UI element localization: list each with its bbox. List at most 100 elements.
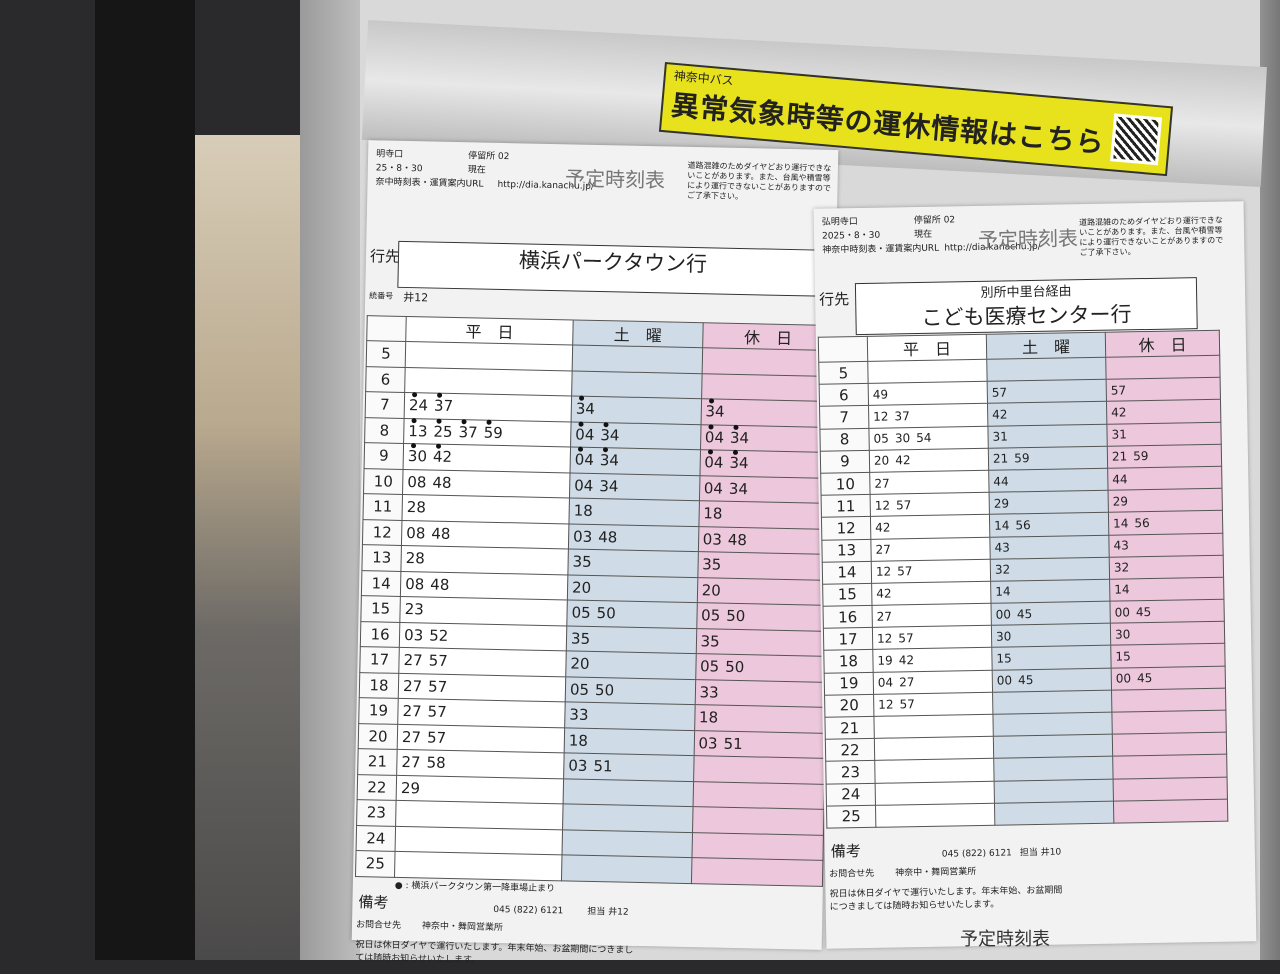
phone: 045 (822) 6121 [941, 848, 1012, 860]
saturday-cell [561, 854, 692, 884]
saturday-header: 土 曜 [572, 319, 703, 348]
holiday-cell [1105, 355, 1221, 380]
holiday-cell: 43 [1108, 532, 1224, 557]
hour-cell: 24 [356, 825, 396, 852]
saturday-cell: 32 [990, 556, 1110, 582]
weekday-cell [867, 359, 988, 384]
departure-minute: 50 [596, 604, 616, 623]
saturday-cell: 03 51 [563, 752, 694, 782]
weekday-cell [875, 802, 995, 828]
office: 神奈中・舞岡営業所 [421, 920, 504, 933]
departure-minute: 30 [995, 629, 1012, 644]
saturday-cell: 03 48 [568, 523, 699, 552]
hour-cell: 10 [820, 472, 871, 496]
holiday-cell: 44 [1107, 466, 1223, 491]
holiday-cell: 14 [1109, 577, 1224, 602]
qr-code-icon[interactable] [1110, 113, 1163, 166]
departure-minute: 25 [433, 422, 453, 441]
departure-minute: 18 [573, 501, 593, 521]
holiday-cell: 04 34 [699, 449, 832, 478]
weekday-cell: 27 58 [396, 749, 565, 779]
weekday-cell [874, 758, 995, 783]
url-label: 神奈中時刻表・運賃案内URL [822, 243, 940, 256]
holiday-cell: 31 [1106, 421, 1222, 446]
saturday-header: 土 曜 [986, 332, 1106, 360]
hour-cell: 6 [365, 366, 406, 393]
departure-minute: 57 [427, 677, 448, 696]
departure-minute: 27 [875, 542, 891, 557]
departure-minute: 34 [728, 479, 749, 498]
saturday-cell [994, 800, 1114, 826]
departure-minute: 03 [698, 733, 718, 753]
hour-cell: 19 [358, 697, 399, 724]
departure-minute: 51 [593, 757, 613, 776]
departure-minute: 57 [898, 630, 914, 646]
departure-minute: 00 [1115, 671, 1132, 686]
departure-minute: 08 [405, 574, 425, 594]
departure-minute: 50 [726, 607, 746, 626]
stop-name: 明寺口 [376, 149, 404, 160]
hour-cell: 20 [358, 723, 398, 750]
footer-note: 祝日は休日ダイヤで運行いたします。年末年始、お盆期間につきましては随時お知らせい… [829, 885, 1063, 913]
phone: 045 (822) 6121 [493, 904, 564, 916]
departure-minute: 51 [723, 734, 743, 753]
departure-minute: 59 [483, 423, 503, 442]
weekday-cell [395, 800, 564, 830]
departure-minute: 12 [876, 631, 893, 646]
hour-cell: 13 [361, 544, 402, 571]
departure-minute: 20 [701, 580, 721, 600]
saturday-cell [993, 756, 1114, 781]
holiday-cell [693, 755, 826, 784]
weekday-cell: 29 [396, 774, 564, 804]
departure-minute: 12 [873, 409, 889, 424]
departure-minute: 48 [432, 473, 452, 492]
departure-minute: 48 [727, 530, 748, 549]
contact-label: お問合せ先 [355, 919, 402, 931]
departure-minute: 08 [406, 523, 426, 543]
departure-minute: 27 [403, 651, 423, 670]
departure-minute: 44 [993, 473, 1009, 489]
hour-cell: 23 [356, 799, 397, 826]
weekday-cell: 20 42 [869, 448, 989, 473]
departure-minute: 42 [992, 407, 1008, 422]
saturday-cell: 04 34 [569, 472, 700, 501]
departure-minute: 20 [873, 453, 890, 469]
departure-minute: 04 [877, 675, 894, 690]
departure-minute: 27 [401, 727, 422, 747]
date: 2025・8・30 [821, 230, 881, 242]
departure-minute: 04 [704, 428, 725, 447]
hour-cell: 19 [824, 671, 874, 696]
weekday-cell: 12 57 [872, 625, 992, 650]
timetable-kodomo-iryo-center: 弘明寺口 2025・8・30 停留所 02 現在 神奈中時刻表・運賃案内URL http:… [813, 201, 1257, 949]
hour-cell: 8 [819, 427, 870, 451]
departure-minute: 57 [426, 728, 447, 747]
saturday-cell: 30 [991, 623, 1111, 648]
saturday-cell: 57 [987, 379, 1107, 404]
saturday-cell [571, 370, 702, 399]
holiday-cell: 20 [696, 577, 829, 606]
destination-box: 横浜パークタウン行 [397, 240, 829, 297]
hour-cell: 22 [825, 738, 875, 762]
holiday-header: 休 日 [1105, 330, 1220, 358]
departure-minute: 56 [1015, 517, 1031, 533]
weekday-header: 平 日 [867, 334, 987, 362]
departure-minute: 27 [876, 609, 893, 624]
weekday-cell: 27 57 [397, 723, 565, 753]
departure-minute: 05 [571, 603, 591, 623]
departure-minute: 42 [432, 447, 453, 467]
departure-minute: 04 [575, 425, 595, 444]
saturday-cell: 21 59 [988, 445, 1108, 471]
departure-minute: 14 [1114, 582, 1130, 598]
holiday-cell: 00 45 [1111, 665, 1226, 690]
departure-minute: 31 [992, 429, 1008, 444]
holiday-cell: 18 [698, 500, 831, 529]
street-background [185, 135, 300, 960]
departure-minute: 42 [876, 586, 892, 602]
weekday-cell: 13 25 37 59 [403, 417, 572, 447]
hour-cell: 11 [821, 494, 871, 518]
departure-minute: 05 [700, 606, 721, 625]
departure-minute: 18 [698, 708, 719, 727]
holiday-cell: 42 [1106, 399, 1221, 424]
sheet-title: 予定時刻表 [564, 166, 666, 193]
departure-minute: 33 [569, 705, 589, 725]
